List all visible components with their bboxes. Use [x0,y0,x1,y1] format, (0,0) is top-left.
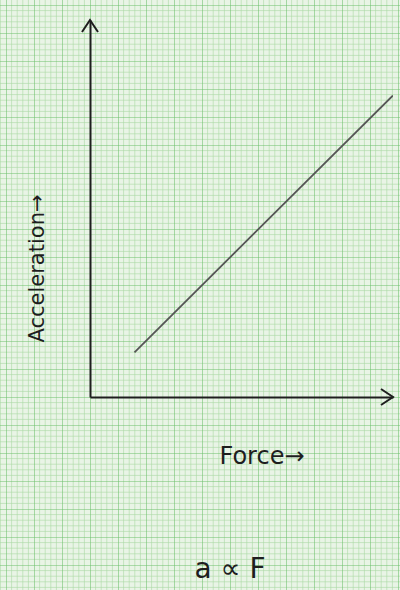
x-axis [91,397,394,398]
x-axis-title: Force→ [219,442,304,470]
graph-paper [0,0,400,590]
plot-area [134,95,393,352]
annotation: a ∝ F [194,552,265,585]
axis-line [90,21,92,398]
y-axis-title: Acceleration→ [25,194,49,342]
axis-arrow [82,20,98,32]
data-line [134,95,393,352]
y-axis [90,21,91,398]
chart: Acceleration→ Force→ a ∝ F [0,0,400,590]
axis-arrow [381,389,393,405]
axis-line [91,397,394,399]
